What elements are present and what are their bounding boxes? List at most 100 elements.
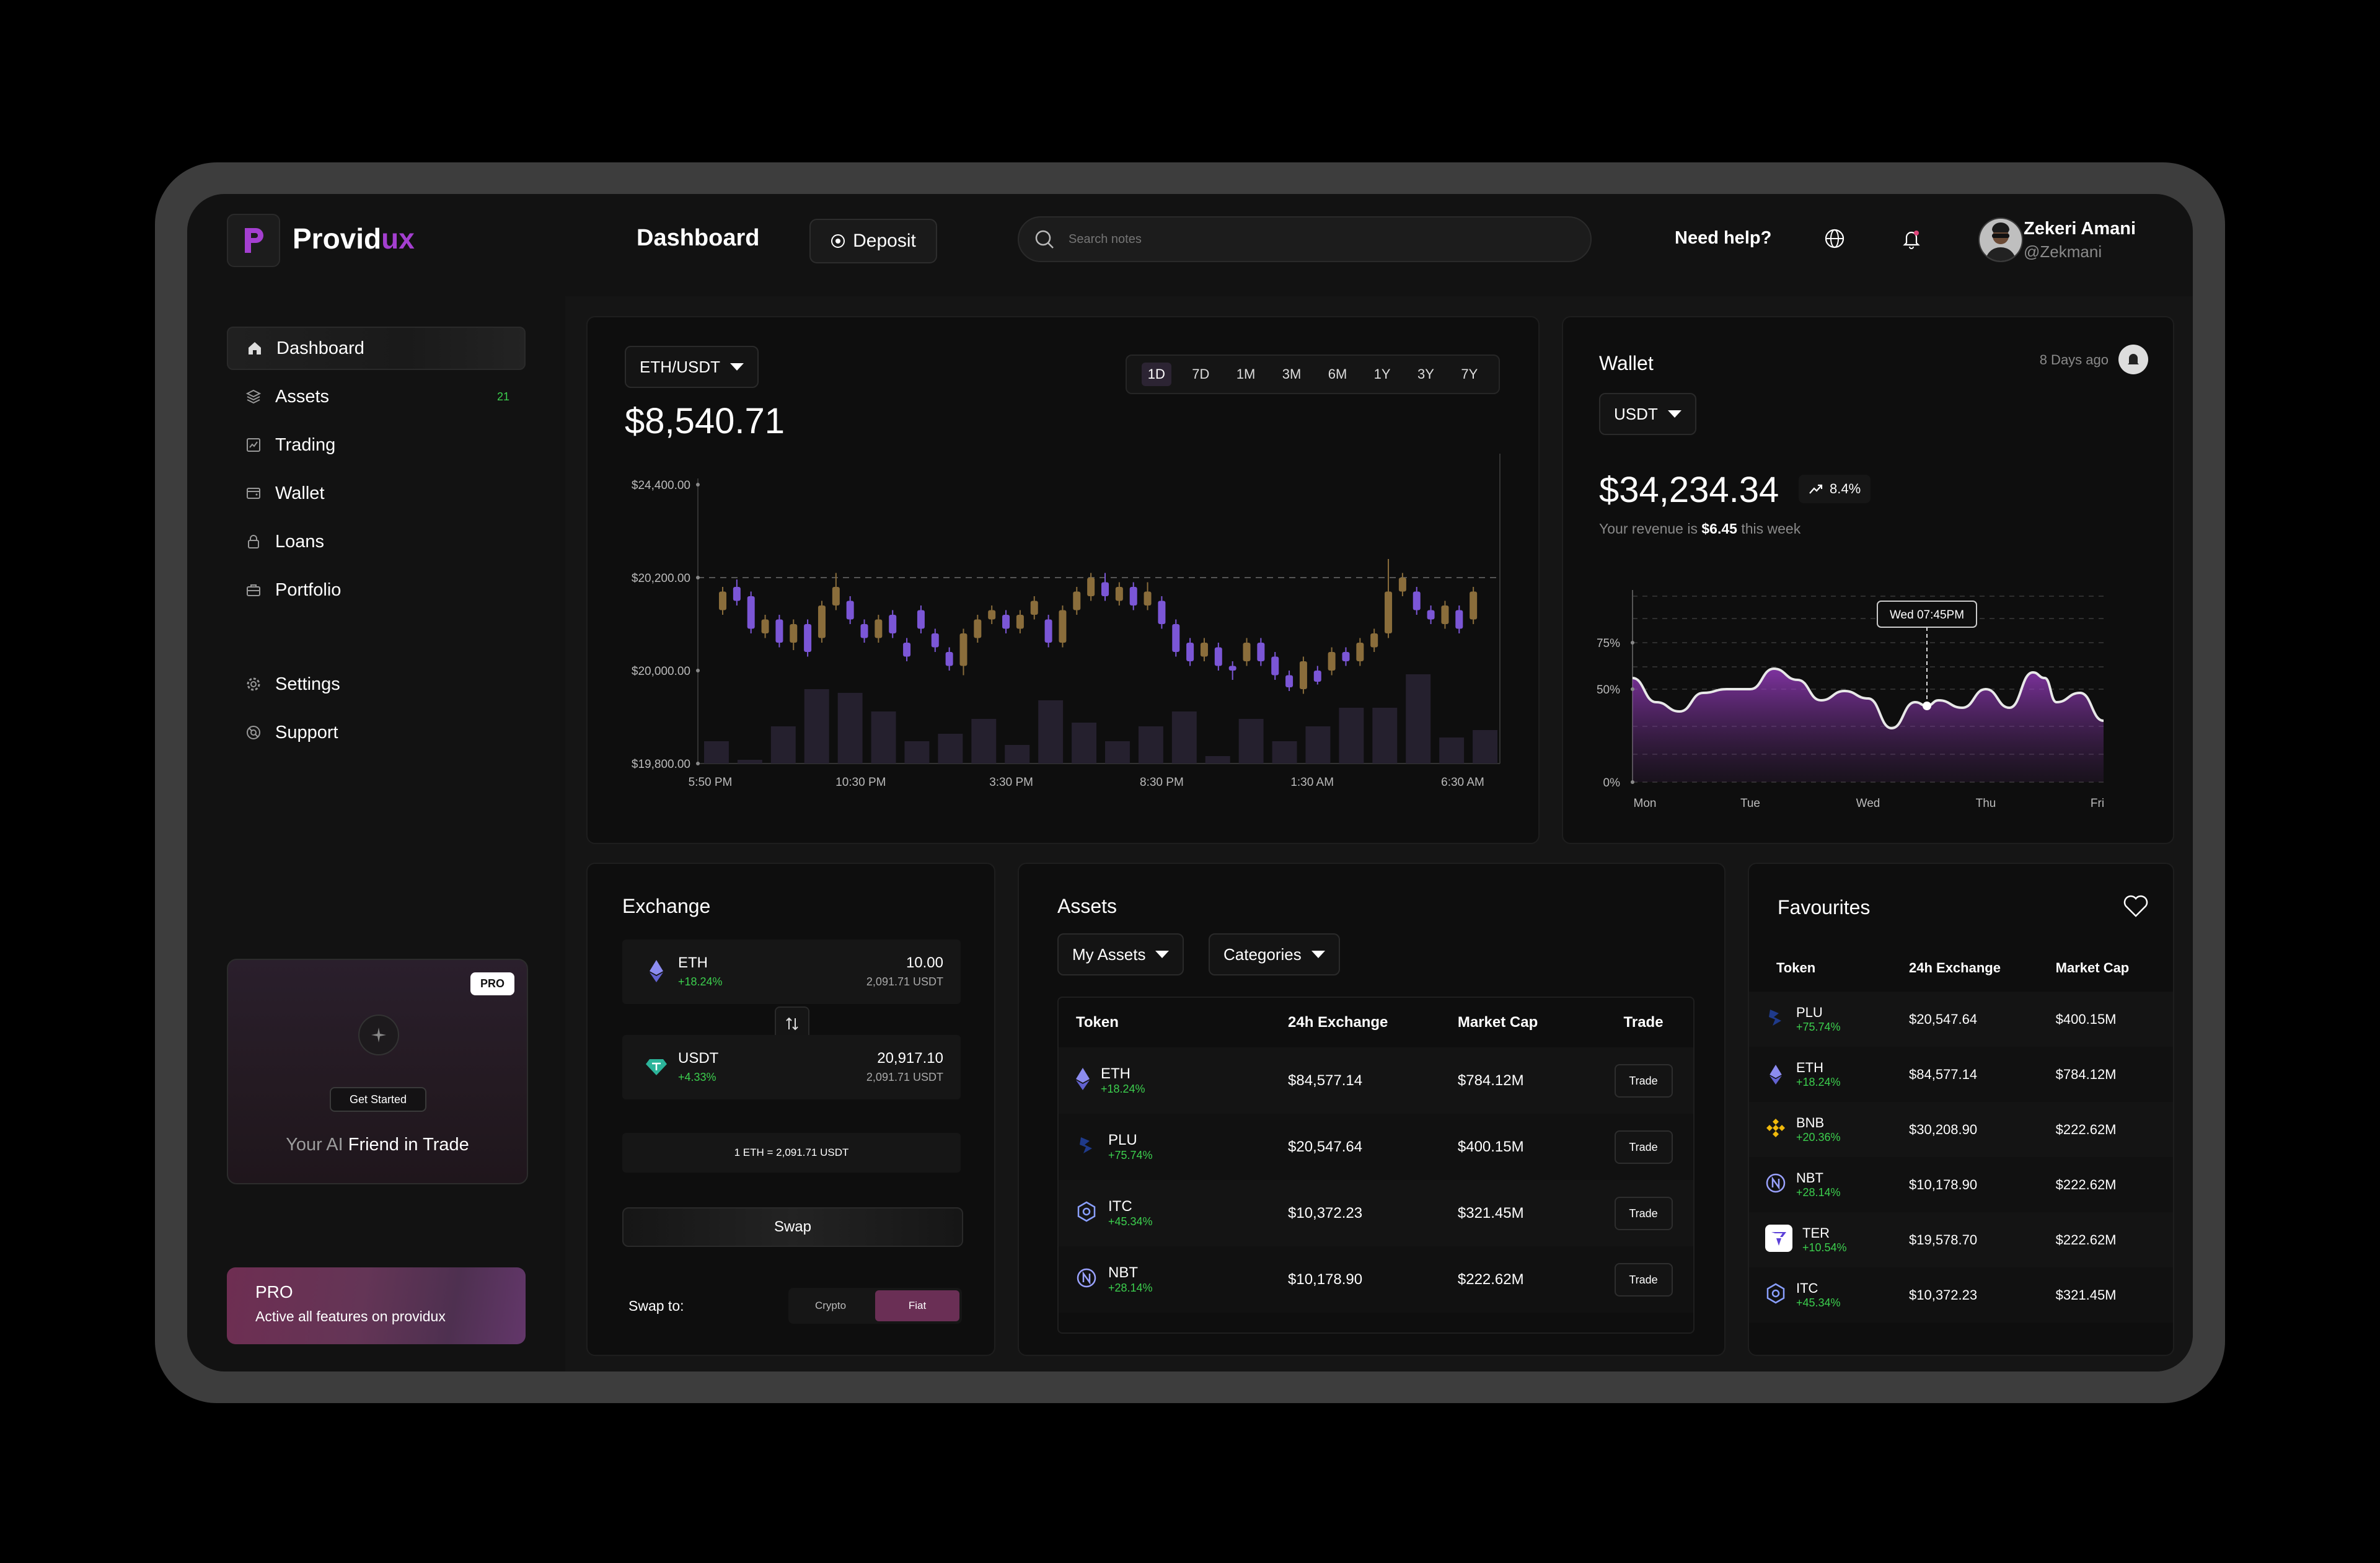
list-item[interactable]: PLU +75.74% $20,547.64 $400.15M [1749, 992, 2173, 1047]
token-change: +75.74% [1108, 1149, 1153, 1161]
volume-bar [1072, 723, 1096, 764]
sidebar-item-dashboard[interactable]: Dashboard [227, 327, 526, 370]
table-row[interactable]: ITC +45.34% $10,372.23 $321.45M Trade [1059, 1180, 1693, 1246]
sidebar-item-wallet[interactable]: Wallet [227, 472, 526, 515]
timeframe-3y[interactable]: 3Y [1417, 366, 1434, 382]
candle [1115, 587, 1123, 601]
trade-button[interactable]: Trade [1614, 1196, 1673, 1230]
heart-icon[interactable] [2122, 894, 2149, 922]
from-change: +18.24% [678, 975, 723, 988]
token-symbol: NBT [1796, 1170, 1823, 1186]
exchange-to-row[interactable]: USDT +4.33% 20,917.10 2,091.71 USDT [622, 1035, 961, 1099]
brand-name: Providux [293, 222, 415, 255]
candle [1087, 578, 1095, 596]
tooltip-box [1877, 601, 1977, 628]
timeframe-6m[interactable]: 6M [1328, 366, 1347, 382]
pro-subtitle: Active all features on providux [255, 1308, 446, 1324]
sidebar-item-portfolio[interactable]: Portfolio [227, 568, 526, 612]
token-exchange: $19,578.70 [1909, 1231, 1978, 1248]
pair-select[interactable]: ETH/USDT [625, 346, 759, 388]
candle [1271, 656, 1279, 676]
timeframe-7d[interactable]: 7D [1192, 366, 1210, 382]
get-started-button[interactable]: Get Started [330, 1087, 426, 1112]
sparkle-icon [358, 1015, 399, 1055]
timeframe-1m[interactable]: 1M [1236, 366, 1256, 382]
assets-table: Token 24h Exchange Market Cap Trade ETH +… [1057, 997, 1695, 1334]
token-exchange: $10,178.90 [1288, 1270, 1363, 1288]
swap-button[interactable]: Swap [622, 1207, 963, 1247]
candle [1016, 615, 1024, 629]
candle [1441, 605, 1449, 624]
categories-filter[interactable]: Categories [1209, 933, 1340, 975]
my-assets-filter[interactable]: My Assets [1057, 933, 1184, 975]
timeframe-selector: 1D 7D 1M 3M 6M 1Y 3Y 7Y [1126, 354, 1500, 394]
itc-icon [1076, 1201, 1097, 1225]
list-item[interactable]: TER +10.54% $19,578.70 $222.62M [1749, 1212, 2173, 1267]
y-tick-label: $24,400.00 [632, 479, 690, 492]
wallet-area-chart[interactable]: 75% 50% 0% Mon Tue Wed Thu Fri Wed 07:45PM [1563, 578, 2173, 838]
sidebar-item-loans[interactable]: Loans [227, 520, 526, 563]
x-tick-label: 6:30 AM [1441, 776, 1484, 789]
candlestick-chart[interactable]: $24,400.00 $20,200.00 $20,000.00 $19,800.00… [588, 454, 1538, 838]
timeframe-1d[interactable]: 1D [1141, 363, 1171, 386]
swap-to-label: Swap to: [628, 1298, 684, 1314]
table-row[interactable]: PLU +75.74% $20,547.64 $400.15M Trade [1059, 1114, 1693, 1180]
candle [1413, 591, 1421, 610]
trade-button[interactable]: Trade [1614, 1130, 1673, 1164]
timeframe-7y[interactable]: 7Y [1461, 366, 1478, 382]
logo-mark-icon [245, 228, 263, 253]
option-crypto[interactable]: Crypto [814, 1300, 847, 1311]
candle [917, 610, 925, 629]
avatar[interactable] [1978, 218, 2023, 262]
help-link[interactable]: Need help? [1675, 228, 1772, 248]
token-cap: $784.12M [1457, 1072, 1524, 1089]
chevron-down-icon [730, 363, 744, 371]
sidebar-item-support[interactable]: Support [227, 711, 526, 754]
sidebar-item-assets[interactable]: Assets 21 [227, 375, 526, 418]
globe-icon[interactable] [1822, 226, 1847, 251]
token-cap: $222.62M [1457, 1270, 1524, 1288]
token-cap: $222.62M [2055, 1176, 2117, 1192]
notification-icon[interactable] [2118, 345, 2148, 374]
table-row[interactable]: NBT +28.14% $10,178.90 $222.62M Trade [1059, 1246, 1693, 1313]
trend-up-icon [1809, 484, 1823, 494]
exchange-from-row[interactable]: ETH +18.24% 10.00 2,091.71 USDT [622, 940, 961, 1004]
list-item[interactable]: ETH +18.24% $84,577.14 $784.12M [1749, 1047, 2173, 1102]
timeframe-3m[interactable]: 3M [1282, 366, 1302, 382]
list-item[interactable]: NBT +28.14% $10,178.90 $222.62M [1749, 1157, 2173, 1212]
search-bar[interactable] [1018, 216, 1592, 262]
token-cap: $400.15M [1457, 1138, 1524, 1155]
volume-bar [704, 741, 729, 764]
bell-icon[interactable] [1899, 226, 1924, 251]
table-header: Token 24h Exchange Market Cap Trade [1059, 998, 1693, 1047]
option-fiat[interactable]: Fiat [875, 1290, 959, 1321]
ter-icon [1765, 1225, 1792, 1255]
candle [761, 619, 769, 633]
logo[interactable] [227, 214, 280, 267]
col-token: Token [1076, 1014, 1119, 1031]
token-cap: $321.45M [1457, 1204, 1524, 1222]
trade-button[interactable]: Trade [1614, 1262, 1673, 1297]
token-change: +45.34% [1796, 1297, 1841, 1309]
candle [1328, 652, 1336, 671]
sidebar-item-settings[interactable]: Settings [227, 663, 526, 706]
list-item[interactable]: BNB +20.36% $30,208.90 $222.62M [1749, 1102, 2173, 1157]
pro-upgrade-banner[interactable]: PRO Active all features on providux [227, 1267, 526, 1344]
candle [903, 643, 911, 657]
sidebar-item-trading[interactable]: Trading [227, 423, 526, 467]
timeframe-1y[interactable]: 1Y [1373, 366, 1391, 382]
y-tick-mark [696, 669, 700, 672]
search-icon [1035, 230, 1054, 249]
candle [1044, 619, 1052, 643]
table-row[interactable]: ETH +18.24% $84,577.14 $784.12M Trade [1059, 1047, 1693, 1114]
volume-bar [1038, 700, 1064, 764]
list-item[interactable]: ITC +45.34% $10,372.23 $321.45M [1749, 1267, 2173, 1323]
token-exchange: $20,547.64 [1909, 1011, 1978, 1027]
currency-label: USDT [1614, 404, 1658, 423]
y-tick-mark [1631, 780, 1634, 784]
search-input[interactable] [1067, 231, 1504, 247]
trade-button[interactable]: Trade [1614, 1063, 1673, 1098]
token-exchange: $10,372.23 [1288, 1204, 1363, 1222]
currency-select[interactable]: USDT [1599, 393, 1696, 435]
deposit-button[interactable]: Deposit [809, 219, 937, 263]
